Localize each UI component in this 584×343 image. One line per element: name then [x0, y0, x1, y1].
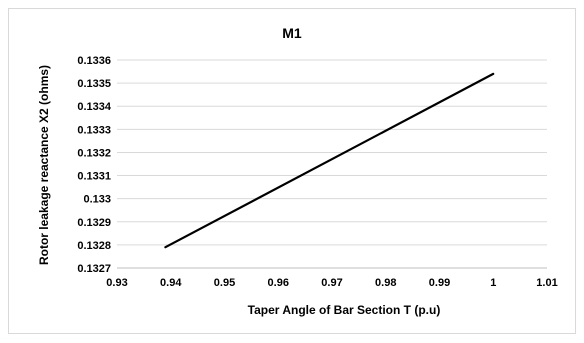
tick-labels: 0.1327 0.1328 0.1329 0.133 0.1331 0.1332 0.133…	[77, 55, 557, 289]
series	[164, 72, 495, 249]
y-tick-label: 0.1329	[77, 217, 111, 229]
x-axis-label: Taper Angle of Bar Section T (p.u)	[248, 303, 441, 317]
y-tick-label: 0.133	[83, 194, 111, 206]
x-tick-label: 1	[490, 277, 496, 289]
chart-title: M1	[282, 25, 302, 41]
x-tick-label: 0.95	[214, 277, 235, 289]
y-tick-label: 0.1334	[77, 101, 112, 113]
y-tick-label: 0.1336	[77, 55, 111, 67]
x-tick-label: 0.97	[321, 277, 342, 289]
x-tick-label: 0.96	[268, 277, 289, 289]
y-tick-label: 0.1328	[77, 240, 111, 252]
y-tick-label: 0.1327	[77, 263, 111, 275]
x-tick-label: 0.94	[160, 277, 182, 289]
y-tick-label: 0.1333	[77, 124, 111, 136]
x-tick-label: 0.93	[106, 277, 127, 289]
gridlines	[117, 59, 547, 246]
y-axis-label: Rotor leakage reactance X2 (ohms)	[37, 65, 51, 265]
y-tick-label: 0.1331	[77, 171, 111, 183]
series-line	[164, 72, 495, 249]
x-tick-label: 1.01	[536, 277, 557, 289]
y-tick-label: 0.1332	[77, 147, 111, 159]
x-tick-label: 0.99	[429, 277, 450, 289]
y-tick-label: 0.1335	[77, 78, 111, 90]
x-tick-label: 0.98	[375, 277, 396, 289]
chart-area	[8, 8, 576, 334]
